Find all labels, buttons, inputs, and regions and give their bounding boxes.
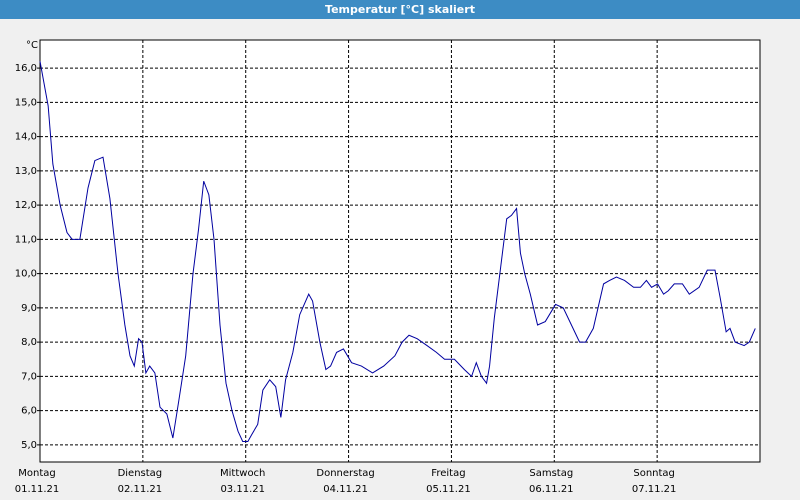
x-tick-label: Freitag — [431, 468, 465, 479]
y-tick-label: 11,0 — [15, 234, 37, 245]
y-tick-label: 13,0 — [15, 166, 37, 177]
x-tick-label: Montag — [18, 468, 55, 479]
y-tick-label: 7,0 — [21, 371, 37, 382]
temperature-line — [39, 61, 756, 442]
y-tick-label: 15,0 — [15, 97, 37, 108]
y-tick-label: 12,0 — [15, 200, 37, 211]
y-tick-label: 10,0 — [15, 269, 37, 280]
y-tick-label: 5,0 — [21, 440, 37, 451]
x-tick-date: 06.11.21 — [529, 484, 574, 495]
x-tick-date: 01.11.21 — [15, 484, 60, 495]
x-tick-date: 02.11.21 — [118, 484, 163, 495]
plot-area — [39, 39, 761, 463]
x-tick-date: 03.11.21 — [220, 484, 265, 495]
y-tick-label: 14,0 — [15, 132, 37, 143]
x-tick-label: Mittwoch — [220, 468, 265, 479]
x-tick-label: Samstag — [529, 468, 573, 479]
chart-title: Temperatur [°C] skaliert — [325, 3, 475, 16]
x-tick-label: Donnerstag — [316, 468, 374, 479]
y-tick-label: 16,0 — [15, 63, 37, 74]
x-tick-date: 05.11.21 — [426, 484, 471, 495]
x-tick-label: Dienstag — [118, 468, 163, 479]
title-bar — [0, 0, 800, 19]
y-tick-label: 6,0 — [21, 406, 37, 417]
y-unit: °C — [26, 40, 38, 51]
y-tick-label: 9,0 — [21, 303, 37, 314]
x-tick-date: 04.11.21 — [323, 484, 368, 495]
x-tick-label: Sonntag — [633, 468, 675, 479]
y-tick-label: 8,0 — [21, 337, 37, 348]
x-tick-date: 07.11.21 — [632, 484, 677, 495]
